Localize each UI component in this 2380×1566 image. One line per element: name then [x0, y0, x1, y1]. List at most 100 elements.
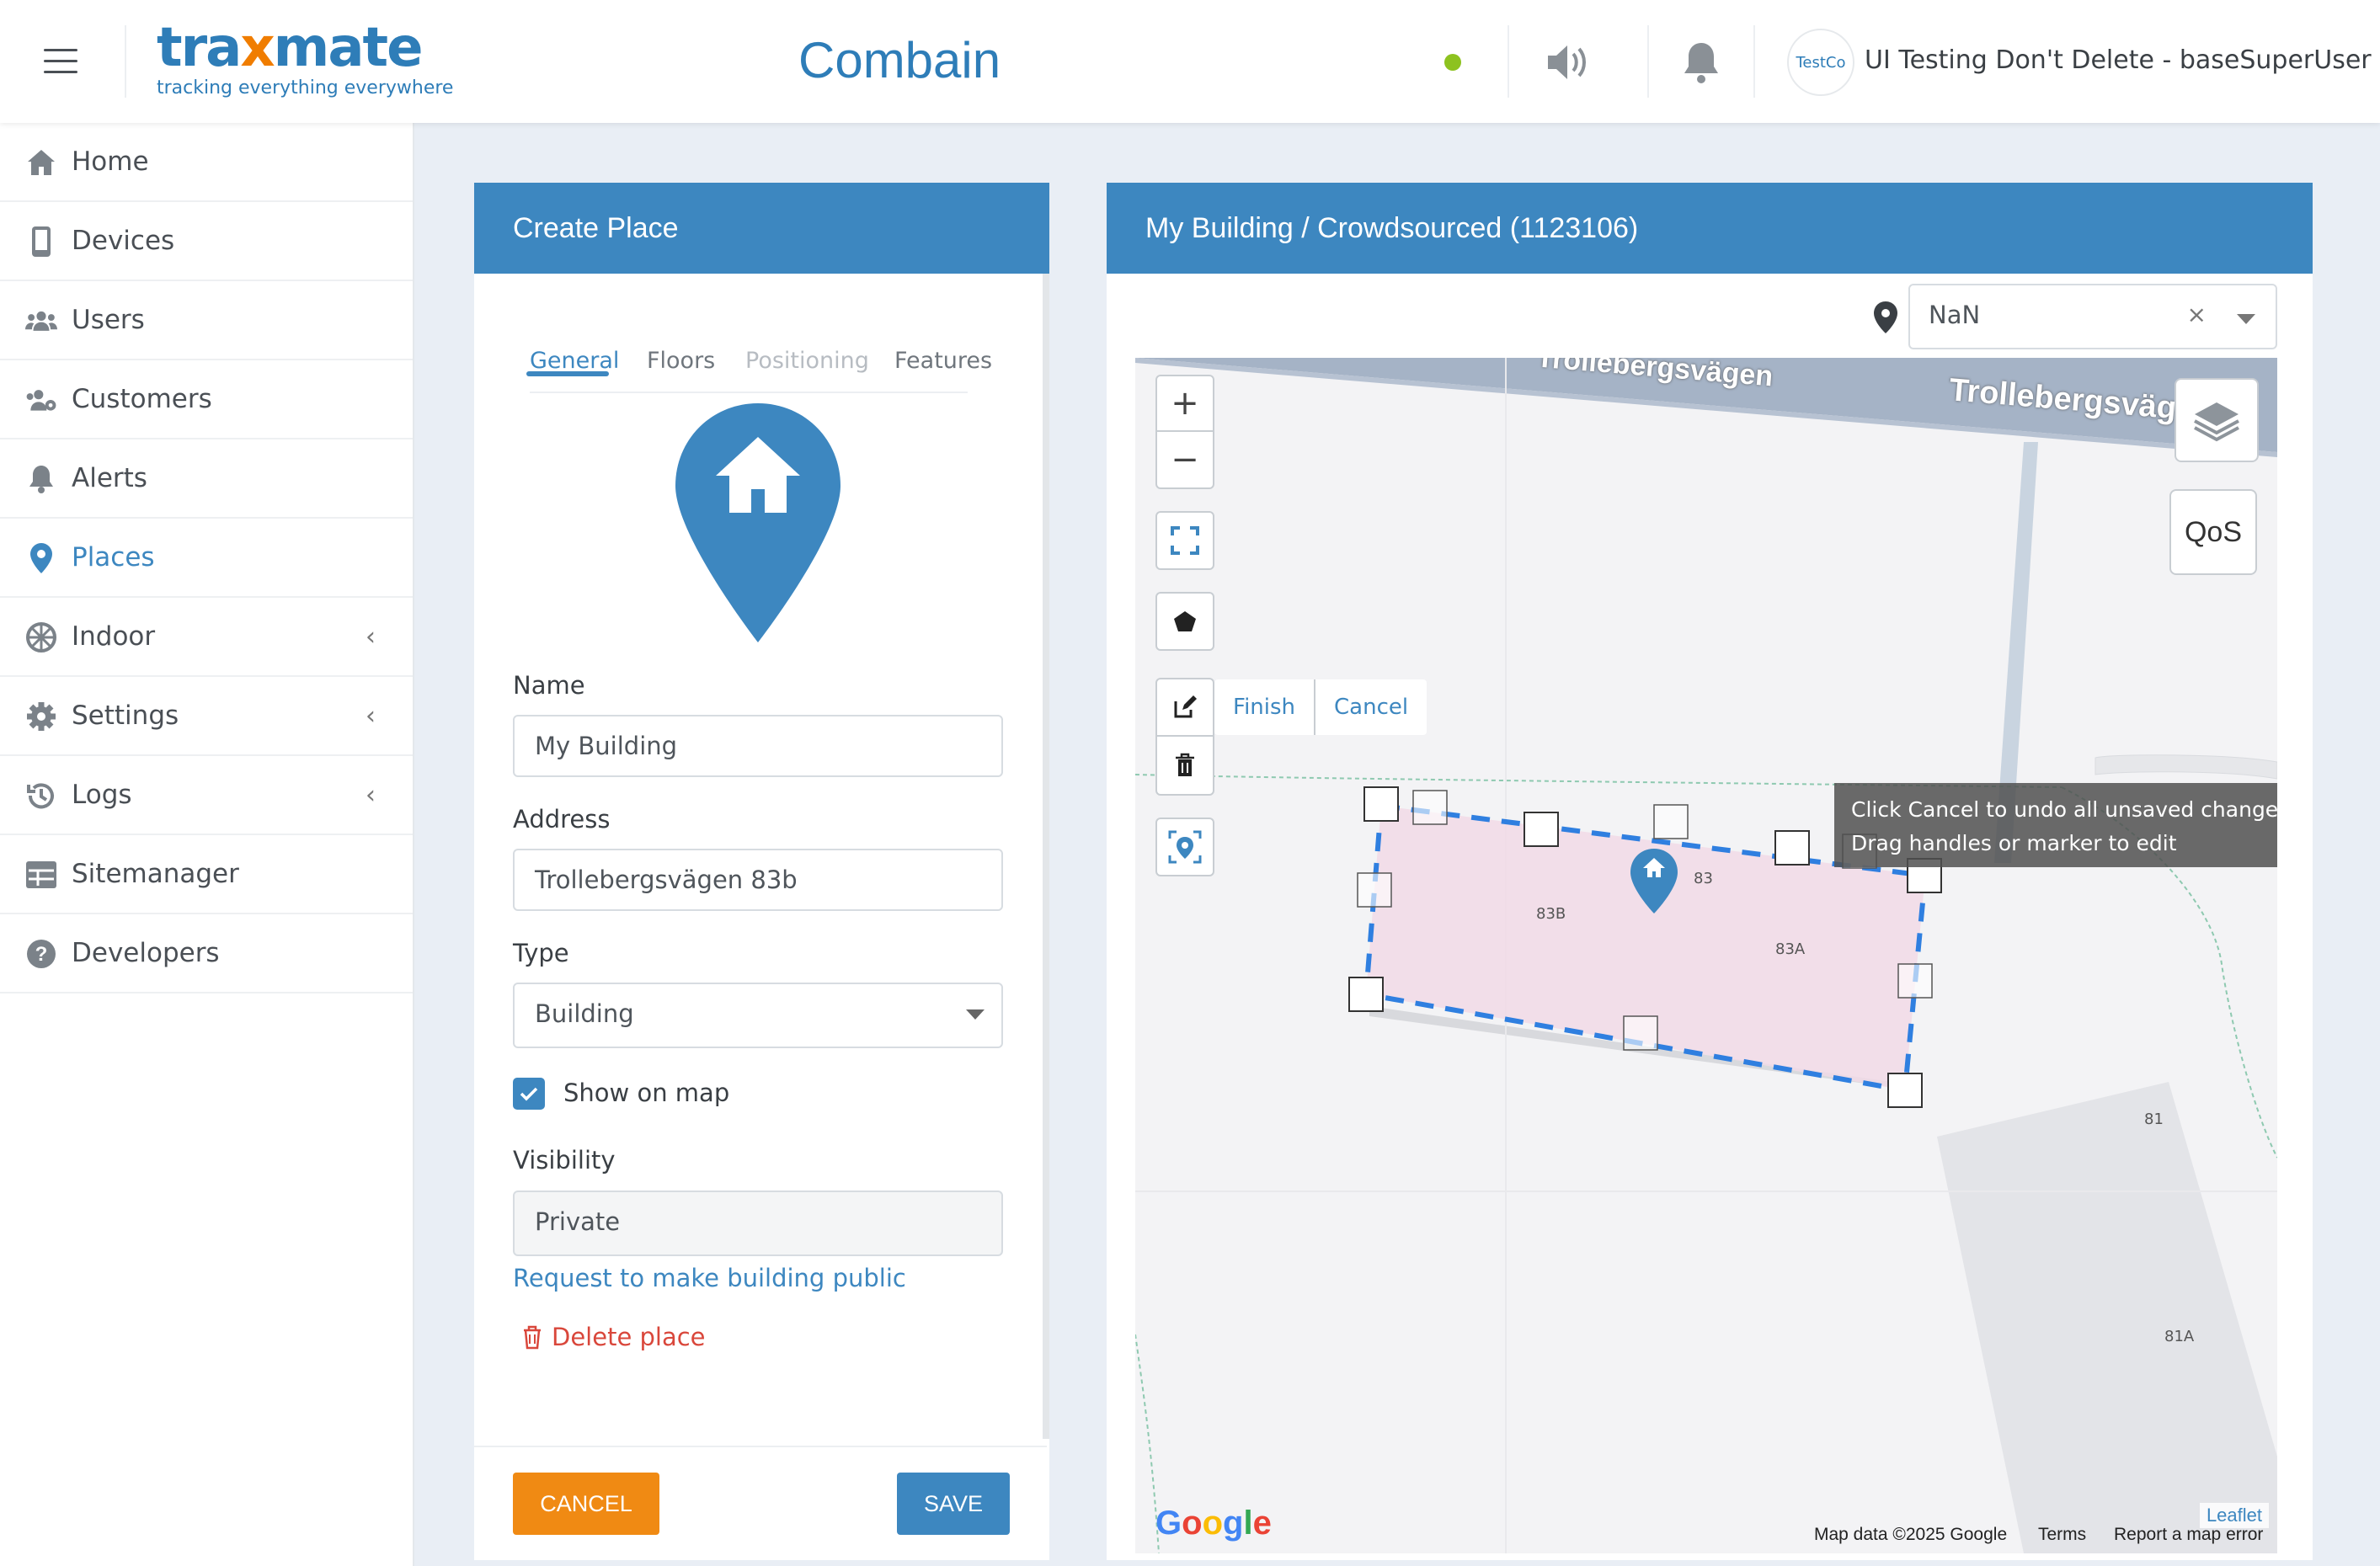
- fullscreen-button[interactable]: [1155, 511, 1214, 570]
- top-header: traxmate tracking everything everywhere …: [0, 0, 2380, 123]
- map-panel-title: My Building / Crowdsourced (1123106): [1107, 183, 2313, 274]
- sidebar-item-alerts[interactable]: Alerts: [0, 439, 413, 519]
- map-panel: My Building / Crowdsourced (1123106) NaN…: [1107, 183, 2313, 1560]
- show-on-map-label[interactable]: Show on map: [563, 1079, 730, 1107]
- clear-icon[interactable]: ×: [2186, 301, 2207, 328]
- sidebar-item-devices[interactable]: Devices: [0, 202, 413, 281]
- user-name[interactable]: UI Testing Don't Delete - baseSuperUser: [1865, 45, 2372, 75]
- sidebar-item-label: Sitemanager: [72, 859, 239, 889]
- visibility-field: Private: [513, 1190, 1003, 1256]
- header-divider: [1508, 25, 1509, 98]
- sidebar-item-users[interactable]: Users: [0, 281, 413, 360]
- bell-icon: [25, 463, 57, 495]
- show-on-map-checkbox[interactable]: [513, 1078, 545, 1110]
- delete-place-label: Delete place: [552, 1323, 706, 1351]
- sidebar-item-places[interactable]: Places: [0, 519, 413, 598]
- zoom-out-button[interactable]: −: [1171, 440, 1199, 479]
- speaker-icon[interactable]: [1543, 37, 1593, 88]
- map-canvas[interactable]: Trollebergsvägen Trollebergsvägen 83B 83…: [1135, 358, 2277, 1553]
- header-divider: [125, 25, 126, 98]
- customer-avatar[interactable]: TestCo: [1787, 29, 1854, 96]
- name-input[interactable]: My Building: [513, 715, 1003, 777]
- home-icon: [25, 146, 57, 178]
- edit-tooltip: Click Cancel to undo all unsaved changes…: [1834, 783, 2277, 867]
- type-select[interactable]: Building: [513, 983, 1003, 1048]
- edit-actions-bar: Finish Cancel: [1214, 679, 1427, 735]
- sidebar-item-customers[interactable]: Customers: [0, 360, 413, 439]
- tooltip-line-2: Drag handles or marker to edit: [1851, 831, 2177, 855]
- logo-tagline: tracking everything everywhere: [157, 77, 454, 99]
- users-icon: [25, 305, 57, 337]
- gear-icon: [25, 700, 57, 732]
- leaflet-attribution-link[interactable]: Leaflet: [2199, 1503, 2269, 1528]
- type-label: Type: [513, 939, 569, 967]
- chevron-down-icon[interactable]: [2237, 314, 2255, 324]
- traxmate-logo[interactable]: traxmate tracking everything everywhere: [157, 17, 454, 99]
- sidebar-item-developers[interactable]: ? Developers: [0, 914, 413, 993]
- active-tab-indicator: [526, 371, 609, 376]
- building-number-label: 83B: [1536, 905, 1566, 923]
- map-background[interactable]: [1135, 358, 2277, 1553]
- edit-layers-button[interactable]: [1157, 679, 1213, 737]
- sidebar-item-label: Indoor: [72, 621, 156, 652]
- tab-positioning[interactable]: Positioning: [745, 348, 869, 374]
- report-map-error-link[interactable]: Report a map error: [2114, 1525, 2264, 1544]
- indoor-icon: [25, 621, 57, 653]
- trash-icon: [524, 1325, 541, 1350]
- map-data-attribution: Map data ©2025 Google: [1814, 1525, 2008, 1544]
- customers-icon: [25, 384, 57, 416]
- sidebar-item-logs[interactable]: Logs ‹: [0, 756, 413, 835]
- draw-polygon-button[interactable]: [1155, 592, 1214, 651]
- sidebar-item-label: Places: [72, 542, 155, 573]
- layers-icon: [2194, 402, 2239, 442]
- footer-divider: [474, 1446, 1047, 1447]
- delete-layers-button[interactable]: [1157, 737, 1213, 794]
- visibility-label: Visibility: [513, 1146, 616, 1174]
- panel-scrollbar[interactable]: [1043, 274, 1049, 1439]
- app-title: Combain: [798, 32, 1001, 88]
- question-icon: ?: [25, 938, 57, 970]
- tab-features[interactable]: Features: [894, 348, 993, 374]
- edit-icon: [1174, 695, 1197, 718]
- layers-button[interactable]: [2175, 378, 2259, 462]
- cancel-edit-button[interactable]: Cancel: [1334, 695, 1409, 720]
- header-divider: [1647, 25, 1649, 98]
- check-icon: [520, 1087, 538, 1101]
- tab-floors[interactable]: Floors: [647, 348, 716, 374]
- tab-bar: General Floors Positioning Features: [530, 348, 992, 393]
- request-public-link[interactable]: Request to make building public: [513, 1264, 906, 1292]
- finish-button[interactable]: Finish: [1214, 679, 1316, 735]
- location-pin-icon: [1873, 301, 1898, 334]
- sidebar-item-home[interactable]: Home: [0, 123, 413, 202]
- history-icon: [25, 780, 57, 812]
- locate-marker-button[interactable]: [1155, 818, 1214, 876]
- delete-place-button[interactable]: Delete place: [521, 1323, 706, 1351]
- sidebar-item-settings[interactable]: Settings ‹: [0, 677, 413, 756]
- panel-title: Create Place: [474, 183, 1049, 274]
- address-label: Address: [513, 805, 611, 834]
- hamburger-menu-icon[interactable]: [44, 49, 77, 74]
- terms-link[interactable]: Terms: [2038, 1525, 2087, 1544]
- header-divider: [1753, 25, 1755, 98]
- sidebar-item-indoor[interactable]: Indoor ‹: [0, 598, 413, 677]
- location-select-value: NaN: [1929, 301, 1981, 329]
- building-number-label: 83A: [1775, 940, 1806, 958]
- bell-icon[interactable]: [1676, 37, 1726, 88]
- save-button[interactable]: SAVE: [897, 1473, 1010, 1535]
- fullscreen-icon: [1171, 526, 1199, 555]
- tab-general[interactable]: General: [530, 348, 620, 374]
- address-input[interactable]: Trollebergsvägen 83b: [513, 849, 1003, 911]
- zoom-in-button[interactable]: +: [1157, 376, 1213, 432]
- chevron-left-icon: ‹: [366, 780, 376, 810]
- place-marker-icon: [674, 402, 842, 646]
- building-number-label: 83: [1694, 870, 1713, 887]
- location-select[interactable]: NaN ×: [1908, 284, 2277, 349]
- sidebar-item-label: Devices: [72, 226, 175, 256]
- google-logo[interactable]: Google: [1155, 1505, 1272, 1542]
- cancel-button[interactable]: CANCEL: [513, 1473, 659, 1535]
- marker-locate-icon: [1168, 830, 1202, 864]
- create-place-panel: Create Place General Floors Positioning …: [474, 183, 1049, 1560]
- trash-icon: [1176, 753, 1194, 776]
- sidebar-item-sitemanager[interactable]: Sitemanager: [0, 835, 413, 914]
- qos-button[interactable]: QoS: [2169, 489, 2257, 575]
